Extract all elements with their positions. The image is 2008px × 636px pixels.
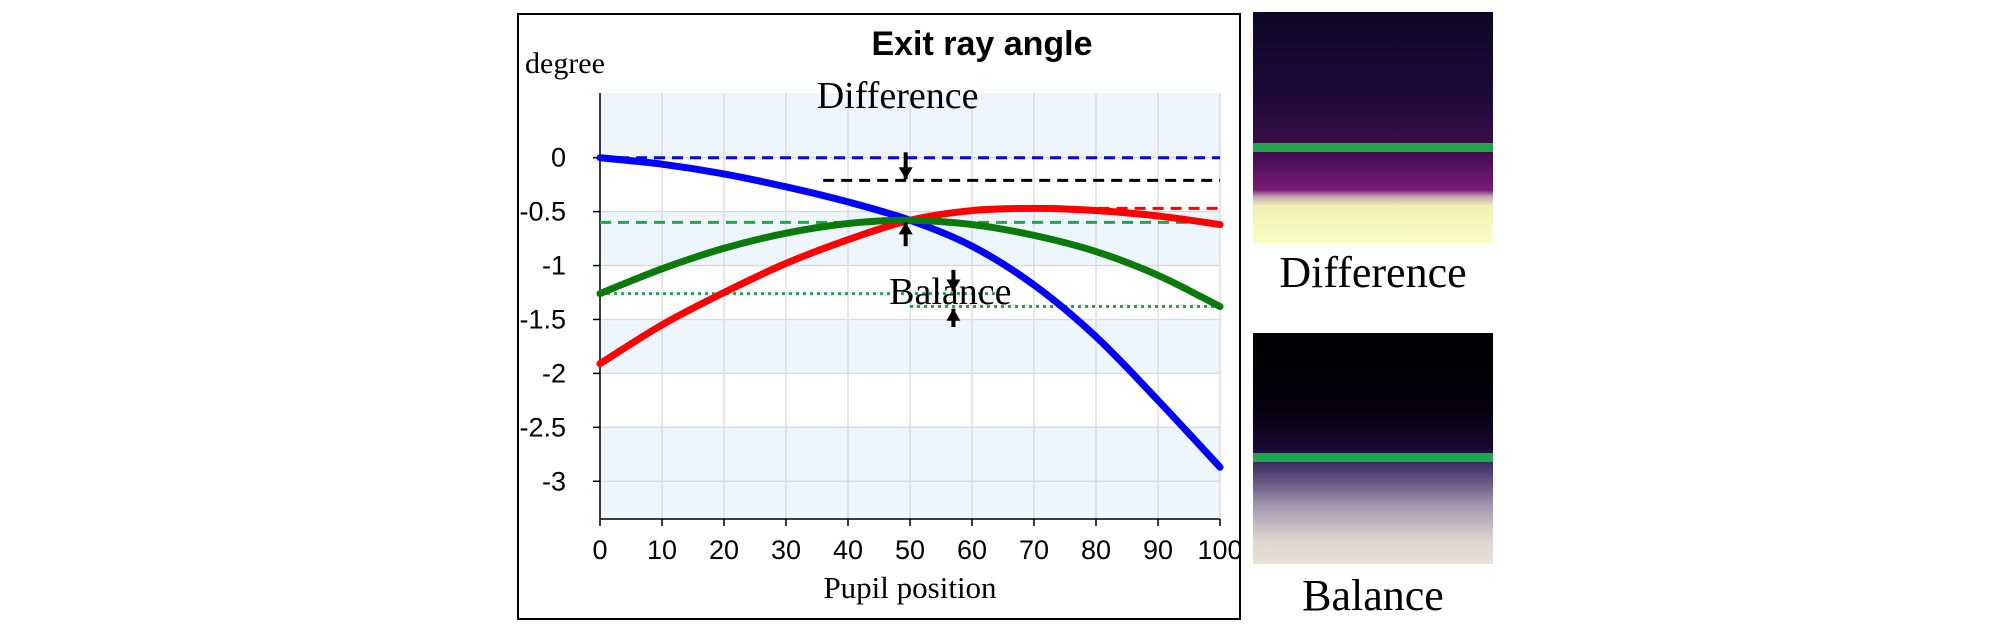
difference-swatch	[1253, 12, 1493, 243]
balance-arrow-down-head	[946, 279, 961, 292]
x-tick-label: 40	[833, 535, 863, 565]
x-tick-label: 90	[1143, 535, 1173, 565]
difference-arrow-down-head	[898, 167, 913, 180]
x-axis-label: Pupil position	[823, 570, 997, 605]
x-tick-label: 20	[709, 535, 739, 565]
x-tick-label: 10	[647, 535, 677, 565]
y-tick-label: -2.5	[519, 412, 566, 442]
balance-panel-label: Balance	[1302, 571, 1444, 620]
y-tick-label: -1	[542, 251, 566, 281]
x-tick-label: 80	[1081, 535, 1111, 565]
balance-boundary-line	[1253, 453, 1493, 462]
balance-swatch	[1253, 333, 1493, 564]
exit-ray-angle-chart: 0 10 20 30 40 50 60 70 80 90 100 0 -0.5 -1 -1.5 -2 -2.5 -…	[519, 25, 1241, 605]
x-tick-label: 0	[592, 535, 607, 565]
y-tick-label: -1.5	[519, 304, 566, 334]
x-tick-label: 70	[1019, 535, 1049, 565]
series-line-0	[596, 154, 1224, 471]
y-tick-label: -2	[542, 358, 566, 388]
x-tick-label: 60	[957, 535, 987, 565]
y-tick-label: -0.5	[519, 197, 566, 227]
x-tick-label: 50	[895, 535, 925, 565]
chart-title: Exit ray angle	[871, 25, 1092, 63]
difference-annotation: Difference	[817, 75, 979, 117]
y-tick-label: 0	[551, 143, 566, 173]
y-axis-label: degree	[525, 47, 605, 80]
x-tick-label: 100	[1197, 535, 1241, 565]
difference-boundary-line	[1253, 143, 1493, 152]
difference-panel-label: Difference	[1279, 248, 1467, 297]
difference-arrow-up-head	[898, 222, 913, 235]
balance-annotation: Balance	[889, 271, 1011, 313]
x-tick-label: 30	[771, 535, 801, 565]
balance-arrow-up-head	[946, 308, 961, 321]
y-tick-label: -3	[542, 466, 566, 496]
